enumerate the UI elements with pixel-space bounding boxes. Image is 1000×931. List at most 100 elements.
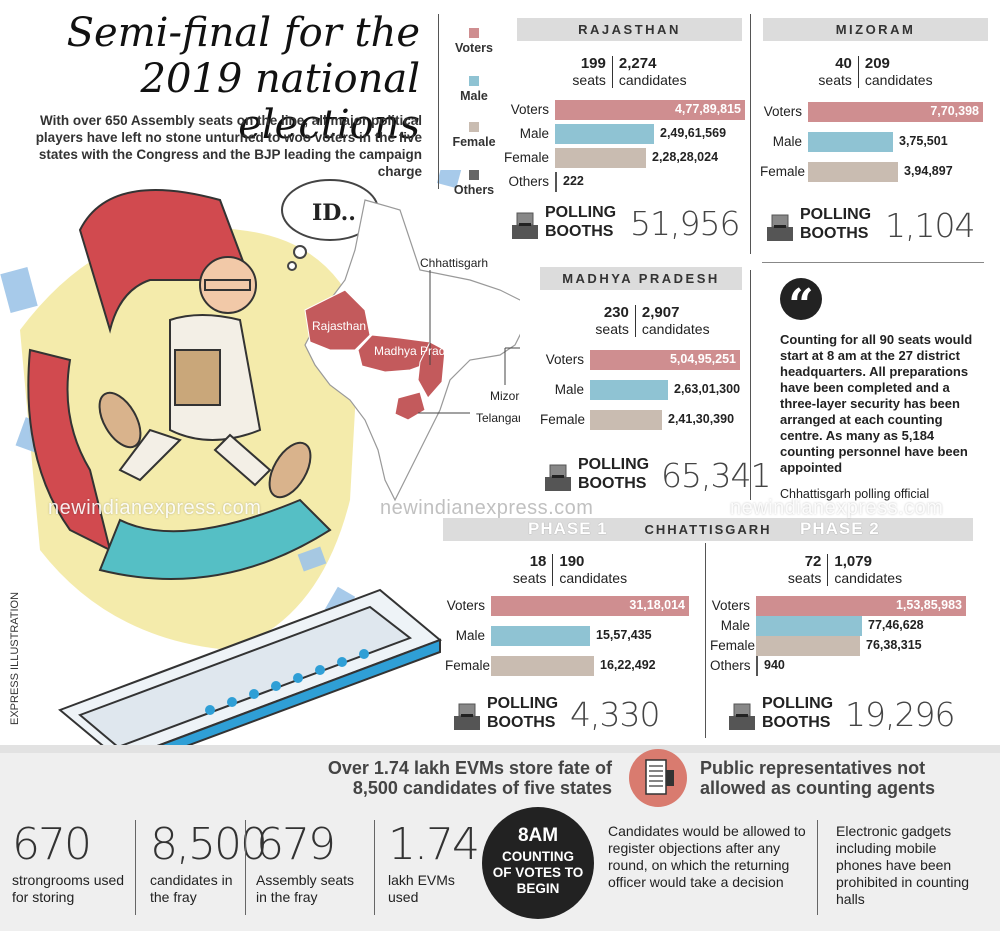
bar-value: 16,22,492 <box>600 658 656 672</box>
phase2-booths-number: 19,296 <box>845 695 955 734</box>
map-label-chhattisgarh: Chhattisgarh <box>420 256 488 270</box>
bar-label: Female <box>445 658 491 673</box>
headline: Semi-final for the 2019 national electio… <box>20 10 420 148</box>
legend-swatch <box>469 28 479 38</box>
bar-label: Male <box>772 134 802 149</box>
bar-value: 2,49,61,569 <box>660 126 727 140</box>
bar-row-male: Male 2,63,01,300 <box>540 380 750 400</box>
chhattisgarh-title: CHHATTISGARH <box>644 522 772 537</box>
polling-booths-label: POLLING BOOTHS <box>762 695 834 731</box>
polling-booths-label: POLLING BOOTHS <box>578 456 650 492</box>
ballot-box-icon <box>512 212 538 239</box>
bar-label: Voters <box>763 104 802 119</box>
stat-divider <box>374 820 375 915</box>
bar-label: Female <box>503 150 549 165</box>
intro-text: With over 650 Assembly seats on the line… <box>35 113 422 179</box>
red-swoosh <box>78 189 252 334</box>
bar-male <box>808 132 893 152</box>
map-label-rajasthan: Rajasthan <box>312 319 366 333</box>
evm-icon <box>629 749 687 807</box>
stat-text: strongrooms used for storing <box>12 872 125 905</box>
legend-divider <box>438 14 439 189</box>
bar-voters: 7,70,398 <box>808 102 983 122</box>
bottom-stripe-pattern <box>0 745 1000 753</box>
bar-male <box>491 626 590 646</box>
bar-row-others: Others 222 <box>455 172 755 192</box>
bar-label: Female <box>760 164 806 179</box>
bar-label: Others <box>508 174 549 189</box>
mizoram-bar-chart: Voters 7,70,398 Male 3,75,501 Female 3,94,897 <box>760 102 990 192</box>
divider-phases <box>705 543 706 738</box>
madhya-pradesh-banner: MADHYA PRADESH <box>540 267 742 290</box>
ballot-box-icon <box>545 464 571 491</box>
bar-voters: 1,53,85,983 <box>756 596 966 616</box>
polling-booths-label: POLLING BOOTHS <box>487 695 559 731</box>
stat-text: candidates in the fray <box>150 872 233 905</box>
phase2-seats: 72 seats1,079 candidates <box>787 553 903 586</box>
mizoram-polling-booths: POLLING BOOTHS 1,104 <box>765 205 985 249</box>
note-divider <box>817 820 818 915</box>
map-label-madhya-pradesh: Madhya Pradesh <box>374 344 465 358</box>
bar-row-voters: Voters 1,53,85,983 <box>710 596 976 616</box>
rep-headline-line1: Public representatives not <box>700 758 926 778</box>
evm-buttons <box>205 649 369 715</box>
bar-others <box>756 656 758 676</box>
red-swoosh-lower <box>27 348 112 552</box>
madhya-pradesh-polling-booths: POLLING BOOTHS 65,341 <box>543 455 771 499</box>
representatives-headline: Public representatives not allowed as co… <box>700 758 995 798</box>
polling-booths-label: POLLING BOOTHS <box>800 206 872 242</box>
evm-headline: Over 1.74 lakh EVMs store fate of 8,500 … <box>302 758 612 798</box>
stat-candidates: 8,500 candidates in the fray <box>150 819 268 906</box>
bar-voters: 5,04,95,251 <box>590 350 740 370</box>
mizoram-quote-divider <box>762 262 984 263</box>
legend-item-voters: Voters <box>443 28 505 55</box>
stat-evms: 1.74 lakh EVMs used <box>388 820 480 906</box>
stat-number: 679 <box>256 819 336 870</box>
stat-text: lakh EVMs used <box>388 872 455 905</box>
evm-machine <box>58 588 442 760</box>
evm-headline-line1: Over 1.74 lakh EVMs store fate of <box>327 758 612 778</box>
bar-row-voters: Voters 4,77,89,815 <box>455 100 755 120</box>
telangana-region <box>394 391 426 421</box>
bar-value: 15,57,435 <box>596 628 652 642</box>
headline-line1: Semi-final for the <box>66 10 420 56</box>
phase1-seats: 18 seats190 candidates <box>512 553 628 586</box>
bar-value: 7,70,398 <box>930 104 979 118</box>
bar-male <box>756 616 862 636</box>
bar-row-voters: Voters 7,70,398 <box>760 102 993 122</box>
watermark-right: newindianexpress.com <box>730 497 944 519</box>
bar-voters: 4,77,89,815 <box>555 100 745 120</box>
bar-value: 1,53,85,983 <box>895 598 962 612</box>
mizoram-seats: 40 seats209 candidates <box>818 55 933 88</box>
quote-icon: “ <box>780 278 822 331</box>
map-label-mizoram: Mizoram <box>490 389 520 403</box>
bar-row-others: Others 940 <box>710 656 976 676</box>
legend-label: Female <box>452 135 496 149</box>
bar-row-male: Male 2,49,61,569 <box>455 124 755 144</box>
quote-attribution: Chhattisgarh polling official <box>780 487 930 501</box>
bar-label: Male <box>455 628 485 643</box>
rajasthan-region <box>304 289 371 351</box>
bar-value: 4,77,89,815 <box>674 102 741 116</box>
bar-row-female: Female 3,94,897 <box>760 162 993 182</box>
stat-divider <box>135 820 136 915</box>
bar-female <box>756 636 860 656</box>
phase1-polling-booths: POLLING BOOTHS 4,330 <box>452 694 697 738</box>
bar-row-male: Male 15,57,435 <box>445 626 699 646</box>
bar-value: 2,41,30,390 <box>668 412 735 426</box>
divider-raj-miz <box>750 14 751 254</box>
ballot-box-icon <box>729 703 755 730</box>
bar-female <box>808 162 898 182</box>
bar-row-female: Female 76,38,315 <box>710 636 976 656</box>
stat-number: 8,500 <box>150 819 268 870</box>
madhya-pradesh-seats: 230 seats2,907 candidates <box>595 304 710 337</box>
phase1-booths-number: 4,330 <box>570 695 660 734</box>
election-illustration: ID.. Chhattisgarh Rajasthan Madhya Prade… <box>0 170 520 760</box>
bar-value: 222 <box>563 174 584 188</box>
chair-seat <box>98 498 332 580</box>
bar-value: 31,18,014 <box>629 598 685 612</box>
credit-text: EXPRESS ILLUSTRATION <box>9 592 21 725</box>
counting-time-badge: 8AM COUNTING OF VOTES TO BEGIN <box>482 807 594 919</box>
quote-text: Counting for all 90 seats would start at… <box>780 332 973 475</box>
rajasthan-booths-number: 51,956 <box>630 204 740 243</box>
